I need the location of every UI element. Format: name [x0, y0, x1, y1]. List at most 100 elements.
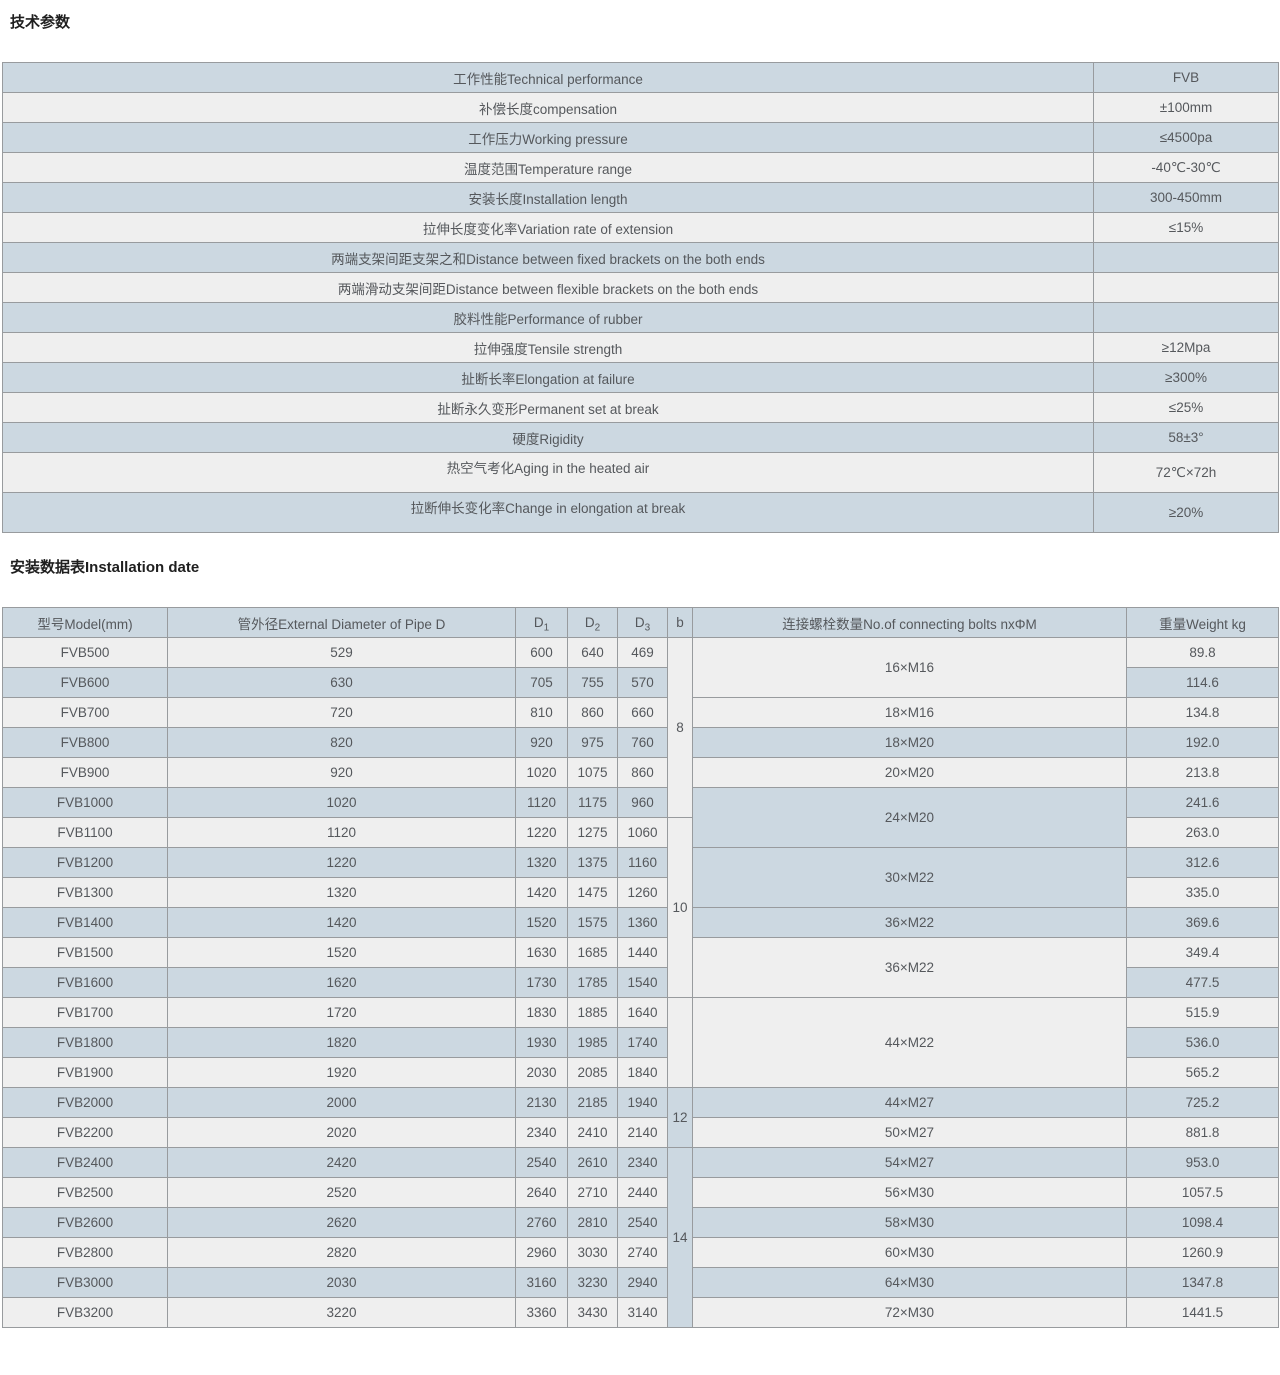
d2-cell: 2710: [567, 1177, 618, 1208]
d1-cell: 1020: [515, 757, 568, 788]
param-label: 两端支架间距支架之和Distance between fixed bracket…: [2, 242, 1094, 273]
model-cell: FVB3200: [2, 1297, 168, 1328]
param-value: FVB: [1093, 62, 1279, 93]
col-header-d1: D1: [515, 607, 568, 638]
bolts-cell: 58×M30: [692, 1207, 1127, 1238]
model-cell: FVB1700: [2, 997, 168, 1028]
bolts-cell: 36×M22: [692, 907, 1127, 938]
param-label: 拉断伸长变化率Change in elongation at break: [2, 492, 1094, 533]
col-header-weight: 重量Weight kg: [1126, 607, 1279, 638]
d2-cell: 1885: [567, 997, 618, 1028]
weight-cell: 134.8: [1126, 697, 1279, 728]
diameter-cell: 1920: [167, 1057, 516, 1088]
d1-cell: 2960: [515, 1237, 568, 1268]
model-cell: FVB2200: [2, 1117, 168, 1148]
d1-cell: 1220: [515, 817, 568, 848]
table-row: FVB600 630 705 755 570 114.6: [2, 667, 1279, 698]
weight-cell: 1347.8: [1126, 1267, 1279, 1298]
diameter-cell: 2520: [167, 1177, 516, 1208]
bolts-cell: 18×M20: [692, 727, 1127, 758]
table-row: 两端滑动支架间距Distance between flexible bracke…: [2, 272, 1279, 303]
table-row: FVB2200 2020 2340 2410 2140 50×M27 881.8: [2, 1117, 1279, 1148]
col-header-b: b: [667, 607, 693, 638]
d1-cell: 2760: [515, 1207, 568, 1238]
param-label: 硬度Rigidity: [2, 422, 1094, 453]
diameter-cell: 2000: [167, 1087, 516, 1118]
d2-cell: 640: [567, 637, 618, 668]
d3-cell: 1060: [617, 817, 668, 848]
model-cell: FVB1000: [2, 787, 168, 818]
b-cell: [667, 997, 693, 1088]
d2-cell: 2185: [567, 1087, 618, 1118]
table-row: FVB1100 1120 1220 1275 1060 10 263.0: [2, 817, 1279, 998]
d3-cell: 2940: [617, 1267, 668, 1298]
technical-parameters-table: 工作性能Technical performance FVB 补偿长度compensa…: [2, 62, 1279, 533]
model-cell: FVB900: [2, 757, 168, 788]
b-cell: 8: [667, 637, 693, 818]
table-row: FVB1200 1220 1320 1375 1160 30×M22 312.6: [2, 847, 1279, 908]
d1-cell: 1120: [515, 787, 568, 818]
technical-parameters-title: 技术参数: [10, 14, 71, 31]
diameter-cell: 1320: [167, 877, 516, 908]
weight-cell: 1098.4: [1126, 1207, 1279, 1238]
weight-cell: 114.6: [1126, 667, 1279, 698]
diameter-cell: 2020: [167, 1117, 516, 1148]
weight-cell: 1260.9: [1126, 1237, 1279, 1268]
col-header-diameter: 管外径External Diameter of Pipe D: [167, 607, 516, 638]
diameter-cell: 1420: [167, 907, 516, 938]
d2-cell: 2085: [567, 1057, 618, 1088]
d3-label: D: [634, 615, 645, 630]
table-row: 拉伸强度Tensile strength ≥12Mpa: [2, 332, 1279, 363]
d1-cell: 2130: [515, 1087, 568, 1118]
d1-subscript: 1: [543, 622, 550, 634]
param-value: ≤15%: [1093, 212, 1279, 243]
installation-data-body: FVB500 529 600 640 469 8 16×M16 89.8 FVB600 630 70…: [2, 637, 1279, 1328]
diameter-cell: 529: [167, 637, 516, 668]
param-value: 58±3°: [1093, 422, 1279, 453]
param-value: ±100mm: [1093, 92, 1279, 123]
table-row: FVB2800 2820 2960 3030 2740 60×M30 1260.9: [2, 1237, 1279, 1268]
d2-cell: 1175: [567, 787, 618, 818]
weight-cell: 312.6: [1126, 847, 1279, 878]
d1-cell: 1830: [515, 997, 568, 1028]
d3-cell: 2740: [617, 1237, 668, 1268]
table-row: FVB2500 2520 2640 2710 2440 56×M30 1057.5: [2, 1177, 1279, 1208]
diameter-cell: 2820: [167, 1237, 516, 1268]
param-value: 300-450mm: [1093, 182, 1279, 213]
d2-cell: 860: [567, 697, 618, 728]
col-header-model: 型号Model(mm): [2, 607, 168, 638]
d2-cell: 3230: [567, 1267, 618, 1298]
weight-cell: 213.8: [1126, 757, 1279, 788]
weight-cell: 89.8: [1126, 637, 1279, 668]
d2-cell: 975: [567, 727, 618, 758]
table-row: FVB800 820 920 975 760 18×M20 192.0: [2, 727, 1279, 758]
diameter-cell: 920: [167, 757, 516, 788]
table-row: FVB1400 1420 1520 1575 1360 36×M22 369.6: [2, 907, 1279, 938]
param-value: 72℃×72h: [1093, 452, 1279, 493]
diameter-cell: 1620: [167, 967, 516, 998]
d3-cell: 860: [617, 757, 668, 788]
bolts-cell: 16×M16: [692, 637, 1127, 698]
d3-cell: 960: [617, 787, 668, 818]
col-header-d3: D3: [617, 607, 668, 638]
d1-cell: 2540: [515, 1147, 568, 1178]
d2-cell: 3430: [567, 1297, 618, 1328]
model-cell: FVB1200: [2, 847, 168, 878]
bolts-cell: 50×M27: [692, 1117, 1127, 1148]
installation-data-table-wrap: 型号Model(mm) 管外径External Diameter of Pipe…: [2, 607, 1279, 1328]
weight-cell: 477.5: [1126, 967, 1279, 998]
table-row: FVB700 720 810 860 660 18×M16 134.8: [2, 697, 1279, 728]
d2-cell: 2610: [567, 1147, 618, 1178]
diameter-cell: 720: [167, 697, 516, 728]
diameter-cell: 1520: [167, 937, 516, 968]
d3-cell: 2440: [617, 1177, 668, 1208]
weight-cell: 515.9: [1126, 997, 1279, 1028]
weight-cell: 953.0: [1126, 1147, 1279, 1178]
diameter-cell: 1820: [167, 1027, 516, 1058]
table-row: FVB1500 1520 1630 1685 1440 36×M22 349.4: [2, 937, 1279, 998]
d1-cell: 705: [515, 667, 568, 698]
d2-cell: 2810: [567, 1207, 618, 1238]
weight-cell: 349.4: [1126, 937, 1279, 968]
param-value: [1093, 272, 1279, 303]
